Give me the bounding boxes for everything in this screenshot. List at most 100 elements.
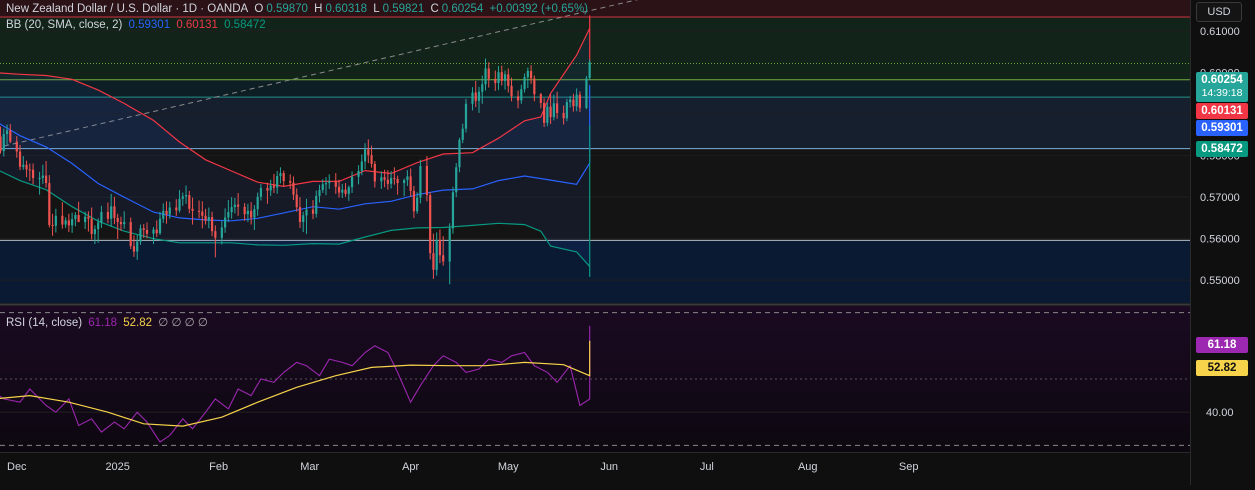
rsi-ma-value: 52.82: [123, 317, 153, 329]
bb-lower-tag: 0.58472: [1196, 141, 1248, 157]
candle: [18, 144, 22, 171]
candle-body: [487, 68, 490, 79]
time-tick-label: 2025: [105, 461, 129, 473]
candle-body: [145, 229, 149, 234]
candle: [494, 70, 497, 91]
candle-body: [18, 151, 22, 167]
candle: [77, 201, 80, 223]
price-zone: [0, 148, 1190, 241]
candle: [31, 163, 35, 185]
candle-body: [396, 178, 399, 184]
candle: [526, 67, 529, 88]
candle-body: [370, 155, 373, 164]
candle: [520, 84, 523, 104]
candle-body: [289, 180, 292, 183]
candle: [406, 170, 409, 186]
candle: [318, 184, 321, 203]
candle-body: [106, 212, 110, 219]
candle-body: [474, 92, 477, 101]
candle-body: [588, 62, 591, 79]
candle: [237, 193, 240, 216]
high-value: 0.60318: [325, 3, 368, 15]
candle-body: [31, 169, 35, 179]
rsi-ma-tag: 52.82: [1196, 360, 1248, 376]
candle: [113, 196, 116, 225]
candle-body: [178, 198, 181, 211]
change-value: +0.00392 (+0.65%): [489, 3, 588, 15]
candle: [311, 200, 315, 220]
candle-body: [207, 217, 210, 221]
candle: [145, 222, 149, 239]
candle: [269, 179, 272, 196]
candle: [74, 212, 77, 227]
candle: [383, 169, 386, 188]
bb-basis-value: 0.59301: [128, 19, 171, 31]
candle-body: [227, 212, 230, 218]
bb-legend[interactable]: BB (20, SMA, close, 2) 0.59301 0.60131 0…: [6, 19, 269, 31]
candle-body: [455, 167, 458, 193]
candle-body: [328, 181, 331, 184]
last-price-tag: 0.60254 14:39:18: [1196, 72, 1248, 102]
candle: [289, 174, 292, 189]
candle: [539, 92, 542, 109]
candle-body: [132, 246, 136, 252]
candle-body: [552, 103, 555, 118]
candle-body: [272, 185, 276, 188]
candle-body: [119, 222, 123, 225]
candle: [435, 232, 438, 276]
candle: [152, 227, 155, 245]
candle: [529, 65, 533, 84]
candle: [412, 185, 415, 218]
low-label: L: [373, 3, 380, 15]
candle-body: [295, 194, 298, 208]
time-tick-label: Dec: [7, 461, 27, 473]
candle-body: [22, 164, 25, 167]
price-zone: [0, 63, 1190, 80]
candle: [477, 86, 481, 113]
candle: [295, 188, 298, 212]
candle-body: [497, 72, 500, 84]
time-tick-label: Aug: [798, 461, 818, 473]
candle-body: [569, 99, 572, 103]
open-label: O: [254, 3, 264, 15]
price-tick-label: 0.55000: [1200, 275, 1240, 287]
candle-body: [409, 176, 412, 191]
candle: [116, 213, 119, 240]
candle: [87, 211, 90, 232]
candle-body: [168, 207, 171, 215]
candle: [246, 203, 249, 223]
rsi-label: RSI (14, close): [6, 317, 83, 329]
candle-body: [390, 178, 393, 184]
candle: [207, 207, 210, 229]
candle-body: [578, 94, 581, 108]
candle: [272, 173, 276, 194]
candle: [158, 211, 162, 235]
close-label: C: [430, 3, 439, 15]
candle: [214, 225, 217, 258]
candle-body: [220, 227, 223, 238]
candle-body: [38, 178, 41, 180]
candle: [67, 213, 70, 233]
candle-body: [419, 166, 422, 198]
candle: [129, 217, 132, 250]
rsi-legend[interactable]: RSI (14, close) 61.18 52.82 ∅ ∅ ∅ ∅: [6, 315, 211, 329]
candle-body: [197, 210, 201, 212]
candle: [276, 171, 279, 194]
symbol-legend[interactable]: New Zealand Dollar / U.S. Dollar · 1D · …: [6, 3, 591, 15]
candle-body: [494, 78, 497, 84]
candle-body: [435, 239, 438, 270]
time-tick-label: Mar: [300, 461, 319, 473]
candle-body: [562, 112, 565, 119]
currency-button[interactable]: USD: [1196, 2, 1242, 22]
candle-body: [181, 196, 184, 199]
candle-body: [347, 187, 350, 194]
candle-body: [503, 74, 507, 81]
candle: [136, 234, 139, 260]
candle-body: [425, 166, 429, 196]
candle: [100, 205, 103, 228]
price-zone: [0, 17, 1190, 64]
candle-body: [461, 128, 464, 140]
candle-body: [162, 210, 165, 219]
candle: [282, 170, 285, 187]
